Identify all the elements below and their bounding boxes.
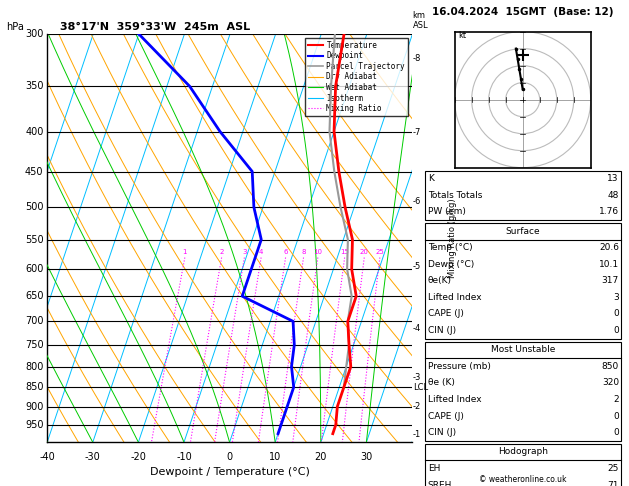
Text: 0: 0 (613, 412, 619, 420)
Text: 25: 25 (376, 249, 384, 256)
Text: -2: -2 (413, 402, 421, 411)
Text: 0: 0 (613, 428, 619, 437)
Legend: Temperature, Dewpoint, Parcel Trajectory, Dry Adiabat, Wet Adiabat, Isotherm, Mi: Temperature, Dewpoint, Parcel Trajectory… (305, 38, 408, 116)
Text: 3: 3 (613, 293, 619, 302)
Text: -7: -7 (413, 128, 421, 137)
Text: CIN (J): CIN (J) (428, 428, 456, 437)
Text: 2: 2 (613, 395, 619, 404)
Text: 317: 317 (602, 277, 619, 285)
Text: 1: 1 (182, 249, 187, 256)
Text: 71: 71 (608, 481, 619, 486)
Text: θe (K): θe (K) (428, 379, 455, 387)
Text: 350: 350 (25, 81, 43, 91)
Text: -30: -30 (85, 452, 101, 463)
Text: 700: 700 (25, 316, 43, 326)
Text: 4: 4 (259, 249, 263, 256)
Text: Totals Totals: Totals Totals (428, 191, 482, 200)
Text: Mixing Ratio (g/kg): Mixing Ratio (g/kg) (448, 198, 457, 278)
Text: CIN (J): CIN (J) (428, 326, 456, 335)
Text: Surface: Surface (506, 227, 540, 236)
Text: 20.6: 20.6 (599, 243, 619, 252)
Text: 10: 10 (313, 249, 322, 256)
Text: 550: 550 (25, 235, 43, 244)
Text: CAPE (J): CAPE (J) (428, 412, 464, 420)
Text: 320: 320 (602, 379, 619, 387)
Text: km
ASL: km ASL (413, 11, 428, 30)
Text: 25: 25 (608, 464, 619, 473)
Text: Temp (°C): Temp (°C) (428, 243, 472, 252)
Text: 10: 10 (269, 452, 281, 463)
Text: Lifted Index: Lifted Index (428, 395, 481, 404)
Text: 650: 650 (25, 291, 43, 301)
Text: 400: 400 (25, 126, 43, 137)
Text: SREH: SREH (428, 481, 452, 486)
Text: 1.76: 1.76 (599, 208, 619, 216)
Text: 30: 30 (360, 452, 372, 463)
Text: 850: 850 (25, 382, 43, 392)
Text: Hodograph: Hodograph (498, 448, 548, 456)
Text: 13: 13 (608, 174, 619, 183)
Text: 0: 0 (613, 310, 619, 318)
Text: 38°17'N  359°33'W  245m  ASL: 38°17'N 359°33'W 245m ASL (60, 21, 250, 32)
Text: 0: 0 (226, 452, 233, 463)
Text: -20: -20 (130, 452, 147, 463)
Text: 16.04.2024  15GMT  (Base: 12): 16.04.2024 15GMT (Base: 12) (432, 7, 613, 17)
Text: kt: kt (458, 32, 466, 40)
Text: -6: -6 (413, 197, 421, 206)
Text: Dewpoint / Temperature (°C): Dewpoint / Temperature (°C) (150, 467, 309, 477)
Text: 8: 8 (301, 249, 306, 256)
Text: -10: -10 (176, 452, 192, 463)
Text: 48: 48 (608, 191, 619, 200)
Text: hPa: hPa (6, 21, 24, 32)
Text: 6: 6 (283, 249, 287, 256)
Text: EH: EH (428, 464, 440, 473)
Text: -4: -4 (413, 324, 421, 333)
Text: 3: 3 (242, 249, 247, 256)
Text: © weatheronline.co.uk: © weatheronline.co.uk (479, 474, 567, 484)
Text: 0: 0 (613, 326, 619, 335)
Text: K: K (428, 174, 433, 183)
Text: 450: 450 (25, 167, 43, 176)
Text: -40: -40 (39, 452, 55, 463)
Text: 800: 800 (25, 362, 43, 372)
Text: Pressure (mb): Pressure (mb) (428, 362, 491, 371)
Text: PW (cm): PW (cm) (428, 208, 465, 216)
Text: -1: -1 (413, 430, 421, 439)
Text: 500: 500 (25, 202, 43, 212)
Text: 20: 20 (360, 249, 369, 256)
Text: -5: -5 (413, 262, 421, 271)
Text: LCL: LCL (413, 382, 428, 392)
Text: θe(K): θe(K) (428, 277, 452, 285)
Text: Lifted Index: Lifted Index (428, 293, 481, 302)
Text: 10.1: 10.1 (599, 260, 619, 269)
Text: Most Unstable: Most Unstable (491, 346, 555, 354)
Text: -8: -8 (413, 53, 421, 63)
Text: 15: 15 (340, 249, 349, 256)
Text: 850: 850 (602, 362, 619, 371)
Text: 950: 950 (25, 420, 43, 430)
Text: -3: -3 (413, 373, 421, 382)
Text: 750: 750 (25, 340, 43, 350)
Text: 2: 2 (220, 249, 223, 256)
Text: Dewp (°C): Dewp (°C) (428, 260, 474, 269)
Text: CAPE (J): CAPE (J) (428, 310, 464, 318)
Text: 300: 300 (25, 29, 43, 39)
Text: 20: 20 (314, 452, 327, 463)
Text: 600: 600 (25, 264, 43, 274)
Text: 900: 900 (25, 401, 43, 412)
